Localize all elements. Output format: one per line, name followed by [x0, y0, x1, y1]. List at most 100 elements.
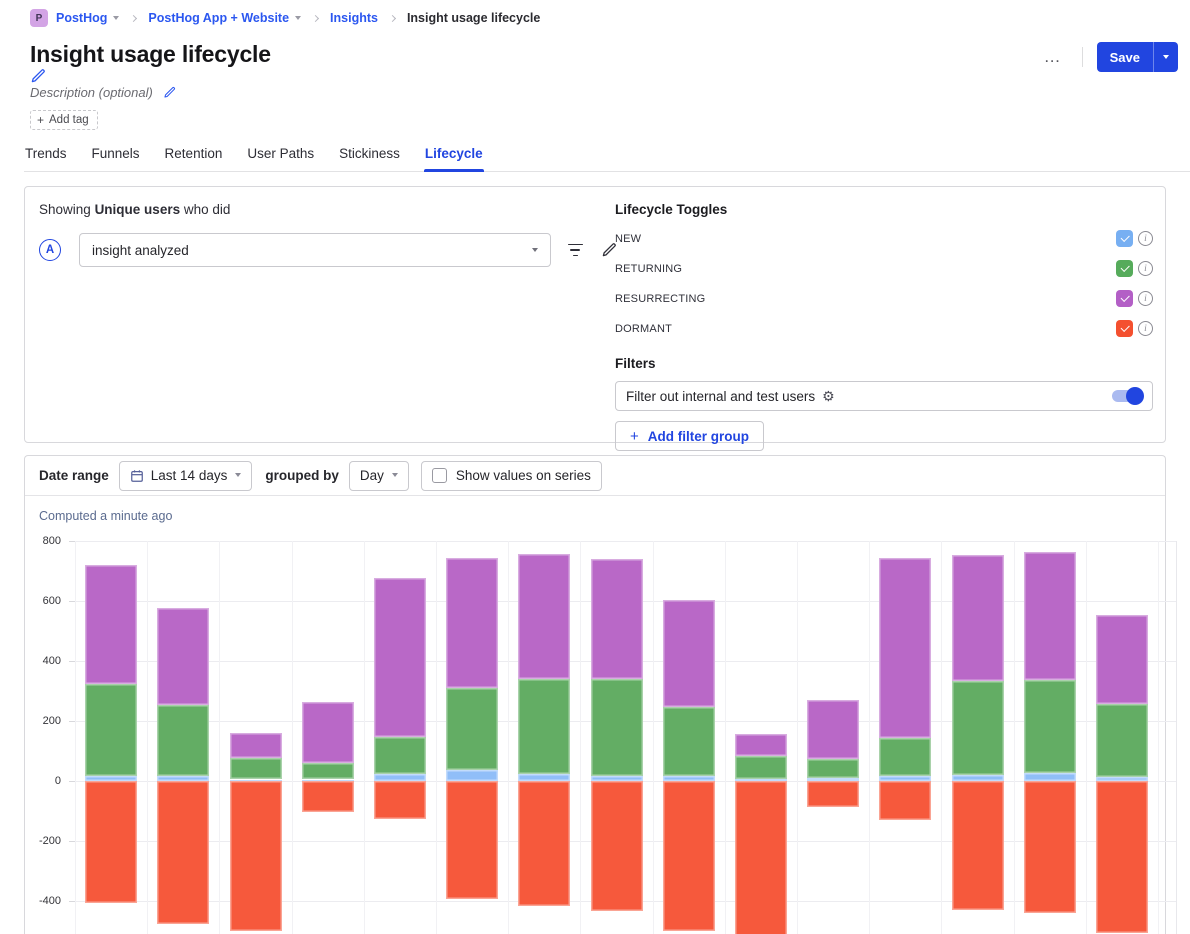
show-values-control[interactable]: Show values on series	[421, 461, 602, 491]
bar-segment-resurrecting[interactable]	[591, 559, 643, 679]
bar-segment-returning[interactable]	[374, 737, 426, 774]
bar-segment-dormant[interactable]	[591, 781, 643, 911]
chevron-down-icon[interactable]	[113, 16, 119, 20]
bar-segment-resurrecting[interactable]	[302, 702, 354, 764]
bar-segment-dormant[interactable]	[374, 781, 426, 819]
breadcrumb-item-posthog[interactable]: PostHog	[56, 11, 107, 25]
bar-segment-dormant[interactable]	[735, 781, 787, 934]
filter-icon[interactable]	[565, 238, 585, 262]
grouped-by-label: grouped by	[265, 468, 339, 483]
bar-segment-new[interactable]	[1024, 773, 1076, 781]
bar-segment-returning[interactable]	[807, 759, 859, 777]
bar-segment-resurrecting[interactable]	[446, 558, 498, 688]
tab-user-paths[interactable]: User Paths	[246, 146, 315, 171]
bar-segment-returning[interactable]	[230, 758, 282, 780]
date-range-button[interactable]: Last 14 days	[119, 461, 253, 491]
chevron-down-icon[interactable]	[295, 16, 301, 20]
y-axis-tick-label: 0	[17, 775, 61, 787]
bar-segment-resurrecting[interactable]	[157, 608, 209, 706]
bar-segment-dormant[interactable]	[302, 781, 354, 812]
bar-segment-returning[interactable]	[85, 684, 137, 775]
bar-segment-returning[interactable]	[302, 763, 354, 779]
bar-segment-new[interactable]	[518, 774, 570, 781]
info-icon[interactable]: i	[1138, 321, 1153, 336]
tab-stickiness[interactable]: Stickiness	[338, 146, 401, 171]
checkbox-returning[interactable]	[1116, 260, 1133, 277]
bar-segment-resurrecting[interactable]	[952, 555, 1004, 682]
bar-segment-resurrecting[interactable]	[1024, 552, 1076, 680]
info-icon[interactable]: i	[1138, 231, 1153, 246]
bar-segment-dormant[interactable]	[157, 781, 209, 924]
bar-segment-returning[interactable]	[879, 738, 931, 776]
filters-title: Filters	[615, 356, 1153, 371]
tab-funnels[interactable]: Funnels	[91, 146, 141, 171]
bar-segment-dormant[interactable]	[230, 781, 282, 931]
y-axis-tick-label: 400	[17, 655, 61, 667]
bar-segment-dormant[interactable]	[446, 781, 498, 899]
more-options-button[interactable]: …	[1038, 47, 1068, 67]
bar-segment-returning[interactable]	[735, 756, 787, 779]
gear-icon[interactable]: ⚙	[822, 389, 835, 403]
add-tag-button[interactable]: + Add tag	[30, 110, 98, 130]
tab-trends[interactable]: Trends	[24, 146, 68, 171]
insight-result-card: Date range Last 14 days grouped by Day S…	[24, 455, 1166, 934]
y-axis-tick-label: 600	[17, 595, 61, 607]
bar-segment-returning[interactable]	[446, 688, 498, 771]
lifecycle-chart-plot: 8006004002000-200-400	[75, 541, 1176, 934]
series-badge[interactable]: A	[39, 239, 61, 261]
test-users-filter-row: Filter out internal and test users ⚙	[615, 381, 1153, 411]
breadcrumb-item-project[interactable]: PostHog App + Website	[148, 11, 289, 25]
bar-segment-resurrecting[interactable]	[85, 565, 137, 684]
bar-segment-resurrecting[interactable]	[663, 600, 715, 707]
bar-segment-resurrecting[interactable]	[807, 700, 859, 759]
bar-segment-new[interactable]	[446, 770, 498, 781]
add-filter-group-label: Add filter group	[648, 429, 749, 444]
org-avatar[interactable]: P	[30, 9, 48, 27]
bar-segment-dormant[interactable]	[952, 781, 1004, 910]
bar-segment-resurrecting[interactable]	[518, 554, 570, 679]
toggle-label-returning: RETURNING	[615, 263, 682, 275]
event-select[interactable]: insight analyzed	[79, 233, 551, 267]
edit-description-icon[interactable]	[163, 86, 176, 99]
save-button[interactable]: Save	[1097, 42, 1178, 72]
bar-segment-returning[interactable]	[1096, 704, 1148, 777]
bar-segment-dormant[interactable]	[663, 781, 715, 931]
tab-retention[interactable]: Retention	[164, 146, 224, 171]
bar-segment-resurrecting[interactable]	[879, 558, 931, 738]
bar-segment-returning[interactable]	[157, 705, 209, 776]
checkbox-dormant[interactable]	[1116, 320, 1133, 337]
bar-segment-returning[interactable]	[591, 679, 643, 776]
bar-segment-returning[interactable]	[952, 681, 1004, 775]
bar-segment-dormant[interactable]	[807, 781, 859, 807]
page-title: Insight usage lifecycle	[30, 41, 271, 68]
bar-segment-dormant[interactable]	[1024, 781, 1076, 913]
bar-segment-resurrecting[interactable]	[374, 578, 426, 737]
test-users-filter-toggle[interactable]	[1112, 390, 1142, 402]
bar-segment-resurrecting[interactable]	[1096, 615, 1148, 705]
info-icon[interactable]: i	[1138, 261, 1153, 276]
lifecycle-toggles-title: Lifecycle Toggles	[615, 202, 1153, 217]
breadcrumb-item-insights[interactable]: Insights	[330, 11, 378, 25]
save-dropdown-button[interactable]	[1154, 42, 1178, 72]
bar-segment-returning[interactable]	[1024, 680, 1076, 773]
bar-segment-new[interactable]	[374, 774, 426, 781]
tab-lifecycle[interactable]: Lifecycle	[424, 146, 484, 171]
bar-segment-returning[interactable]	[663, 707, 715, 776]
bar-segment-dormant[interactable]	[879, 781, 931, 820]
checkbox-resurrecting[interactable]	[1116, 290, 1133, 307]
bar-segment-dormant[interactable]	[1096, 781, 1148, 933]
bar-segment-resurrecting[interactable]	[735, 734, 787, 756]
checkbox-new[interactable]	[1116, 230, 1133, 247]
edit-title-icon[interactable]	[30, 68, 1190, 84]
add-filter-group-button[interactable]: + Add filter group	[615, 421, 764, 451]
show-values-checkbox[interactable]	[432, 468, 447, 483]
interval-button[interactable]: Day	[349, 461, 409, 491]
bar-segment-resurrecting[interactable]	[230, 733, 282, 758]
computed-status: Computed a minute ago	[39, 509, 172, 523]
y-axis-tick-label: 200	[17, 715, 61, 727]
bar-segment-dormant[interactable]	[85, 781, 137, 903]
info-icon[interactable]: i	[1138, 291, 1153, 306]
bar-segment-returning[interactable]	[518, 679, 570, 774]
bar-segment-dormant[interactable]	[518, 781, 570, 906]
save-button-label[interactable]: Save	[1097, 42, 1153, 72]
